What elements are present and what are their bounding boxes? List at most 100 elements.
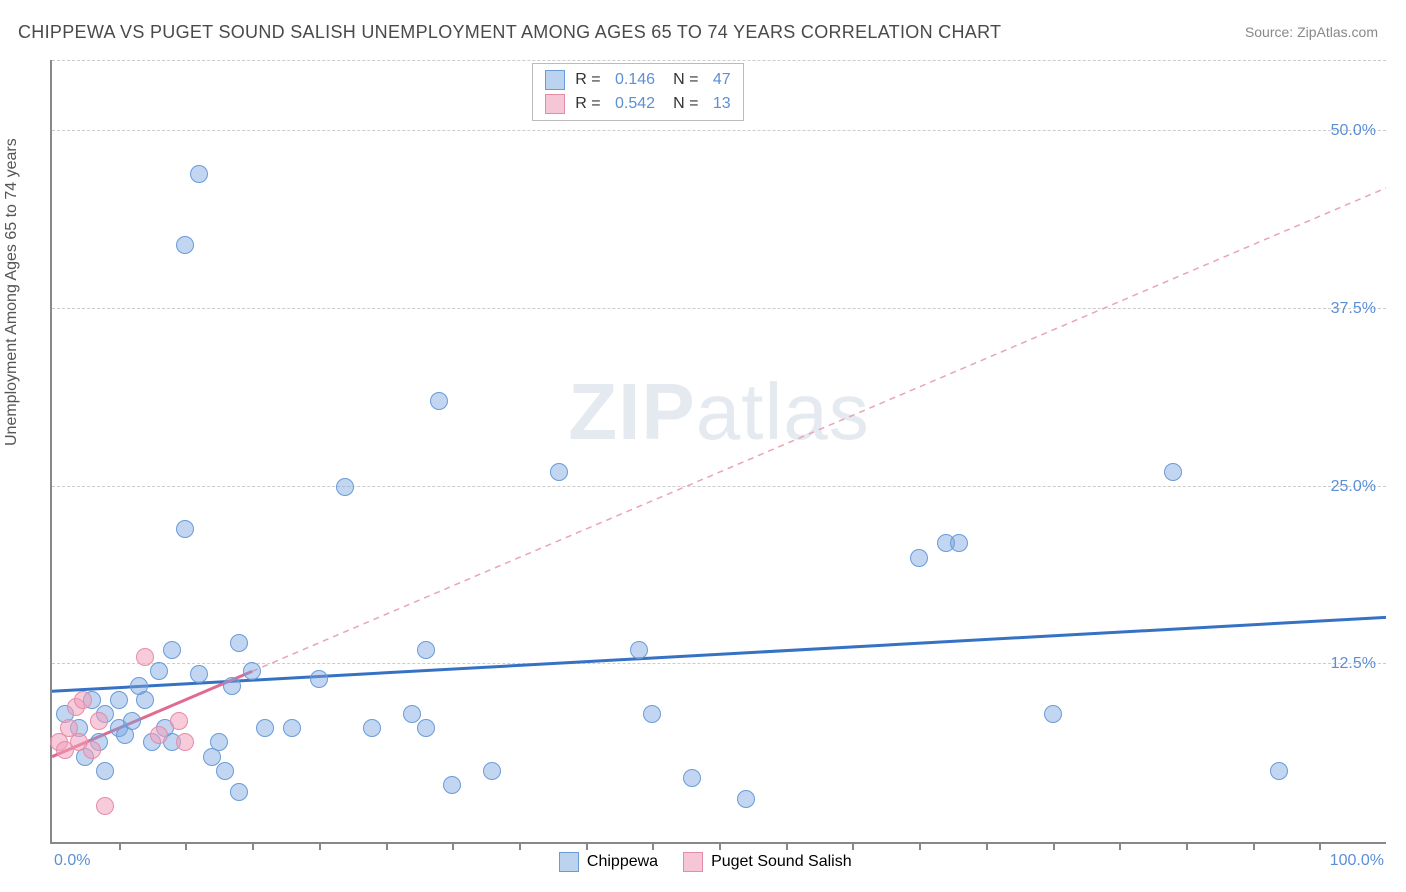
stats-legend-box: R = 0.146 N = 47 R = 0.542 N = 13 (532, 63, 743, 121)
data-point (230, 634, 248, 652)
data-point (1270, 762, 1288, 780)
x-tick (185, 842, 187, 850)
swatch-salish-icon (545, 94, 565, 114)
data-point (176, 733, 194, 751)
data-point (170, 712, 188, 730)
gridline (52, 486, 1386, 487)
data-point (630, 641, 648, 659)
x-tick (1319, 842, 1321, 850)
x-tick (519, 842, 521, 850)
data-point (90, 712, 108, 730)
data-point (1164, 463, 1182, 481)
gridline (52, 60, 1386, 61)
plot-area: ZIPatlas 12.5%25.0%37.5%50.0% 0.0% 100.0… (50, 60, 1386, 844)
gridline (52, 308, 1386, 309)
data-point (216, 762, 234, 780)
data-point (363, 719, 381, 737)
data-point (417, 641, 435, 659)
data-point (310, 670, 328, 688)
stats-n-label: N = (673, 71, 703, 89)
stats-r-label: R = (575, 95, 605, 113)
data-point (643, 705, 661, 723)
data-point (96, 762, 114, 780)
data-point (136, 648, 154, 666)
x-tick (1186, 842, 1188, 850)
data-point (430, 392, 448, 410)
stats-r-label: R = (575, 71, 605, 89)
data-point (190, 665, 208, 683)
data-point (483, 762, 501, 780)
data-point (163, 641, 181, 659)
data-point (230, 783, 248, 801)
data-point (417, 719, 435, 737)
data-point (443, 776, 461, 794)
stats-row-chippewa: R = 0.146 N = 47 (545, 68, 730, 92)
data-point (74, 691, 92, 709)
swatch-salish-icon (683, 852, 703, 872)
x-tick (119, 842, 121, 850)
stats-r-salish: 0.542 (615, 95, 655, 113)
data-point (403, 705, 421, 723)
data-point (283, 719, 301, 737)
data-point (950, 534, 968, 552)
x-axis-end-label: 100.0% (1330, 852, 1384, 870)
y-tick-label: 50.0% (1331, 122, 1376, 140)
x-tick (386, 842, 388, 850)
x-tick (1253, 842, 1255, 850)
legend-label-chippewa: Chippewa (587, 853, 658, 871)
stats-r-chippewa: 0.146 (615, 71, 655, 89)
watermark-light: atlas (696, 367, 870, 456)
x-tick (919, 842, 921, 850)
swatch-chippewa-icon (559, 852, 579, 872)
x-tick (586, 842, 588, 850)
chart-title: CHIPPEWA VS PUGET SOUND SALISH UNEMPLOYM… (18, 22, 1001, 43)
x-tick (1053, 842, 1055, 850)
data-point (256, 719, 274, 737)
legend-label-salish: Puget Sound Salish (711, 853, 852, 871)
watermark-bold: ZIP (568, 367, 695, 456)
data-point (136, 691, 154, 709)
trend-line (252, 188, 1386, 671)
x-tick (719, 842, 721, 850)
data-point (223, 677, 241, 695)
stats-n-label: N = (673, 95, 703, 113)
data-point (96, 797, 114, 815)
y-tick-label: 12.5% (1331, 655, 1376, 673)
x-tick (1119, 842, 1121, 850)
stats-n-salish: 13 (713, 95, 731, 113)
data-point (1044, 705, 1062, 723)
x-axis-start-label: 0.0% (54, 852, 90, 870)
y-tick-label: 25.0% (1331, 478, 1376, 496)
data-point (150, 662, 168, 680)
x-tick (252, 842, 254, 850)
x-tick (786, 842, 788, 850)
data-point (150, 726, 168, 744)
chart-container: CHIPPEWA VS PUGET SOUND SALISH UNEMPLOYM… (0, 0, 1406, 892)
y-tick-label: 37.5% (1331, 300, 1376, 318)
stats-n-chippewa: 47 (713, 71, 731, 89)
x-tick (986, 842, 988, 850)
x-tick (452, 842, 454, 850)
data-point (737, 790, 755, 808)
data-point (910, 549, 928, 567)
data-point (336, 478, 354, 496)
gridline (52, 130, 1386, 131)
data-point (683, 769, 701, 787)
data-point (190, 165, 208, 183)
data-point (210, 733, 228, 751)
x-tick (319, 842, 321, 850)
data-point (110, 691, 128, 709)
legend-item-chippewa: Chippewa (559, 852, 658, 872)
swatch-chippewa-icon (545, 70, 565, 90)
data-point (83, 741, 101, 759)
x-tick (852, 842, 854, 850)
watermark: ZIPatlas (568, 366, 869, 458)
source-label: Source: ZipAtlas.com (1245, 24, 1378, 40)
stats-row-salish: R = 0.542 N = 13 (545, 92, 730, 116)
y-axis-label: Unemployment Among Ages 65 to 74 years (3, 138, 21, 446)
data-point (243, 662, 261, 680)
legend-item-salish: Puget Sound Salish (683, 852, 852, 872)
data-point (550, 463, 568, 481)
data-point (176, 520, 194, 538)
data-point (123, 712, 141, 730)
